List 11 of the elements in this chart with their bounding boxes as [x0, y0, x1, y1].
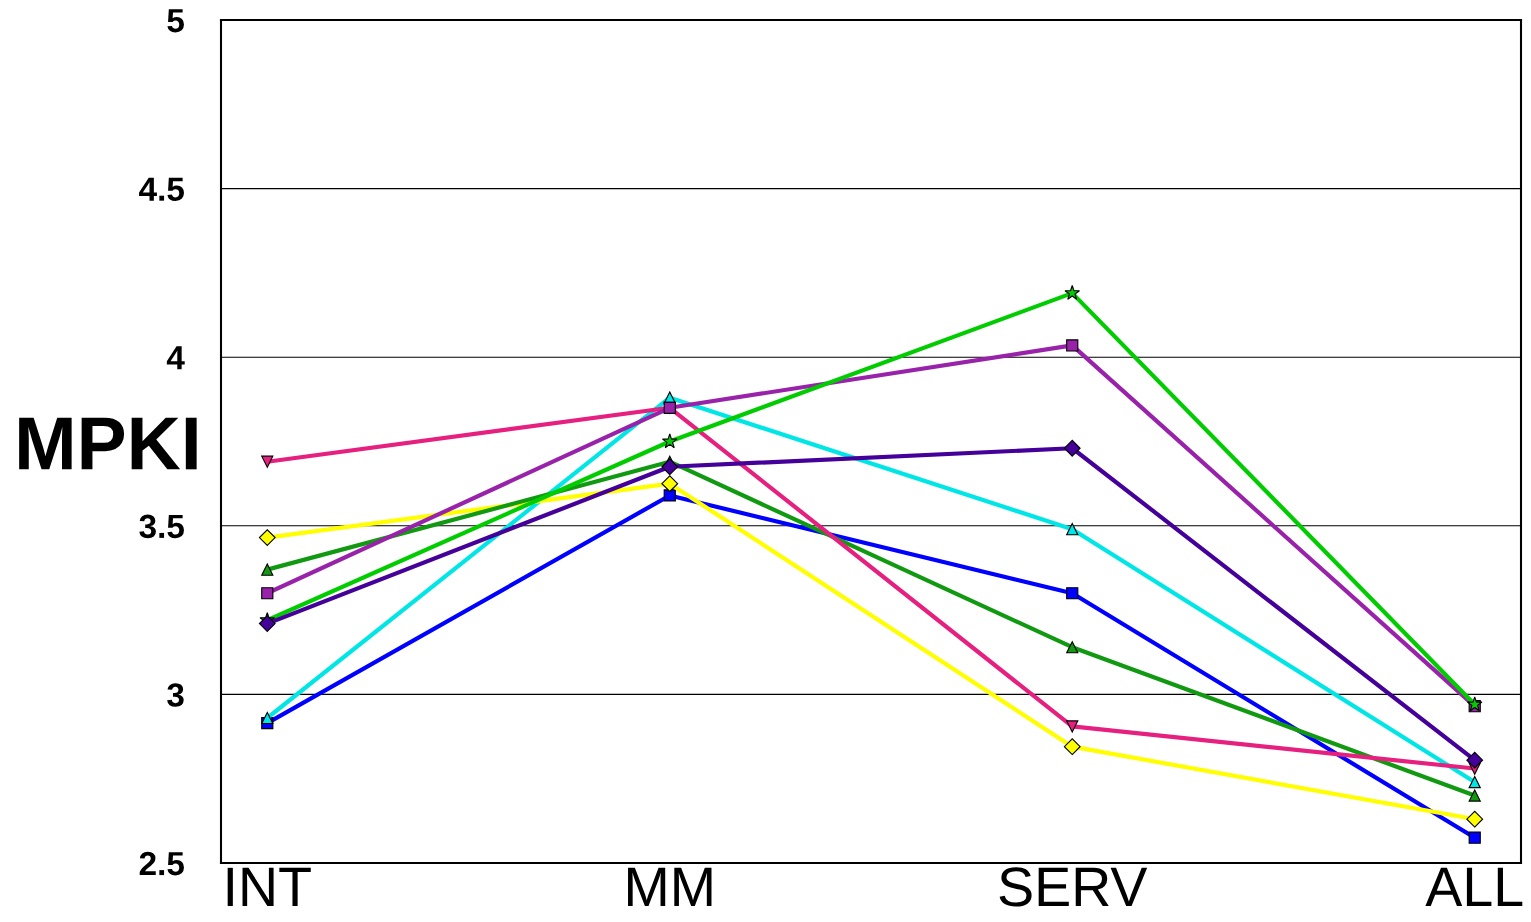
y-axis-title: MPKI: [19, 417, 197, 470]
y-tick-label: 4: [166, 346, 185, 370]
y-tick-label: 5: [167, 9, 184, 33]
x-tick-label: MM: [628, 867, 712, 907]
x-tick-label: SERV: [999, 867, 1148, 907]
x-tick-label: ALL: [1425, 867, 1523, 907]
x-tick-label: INT: [227, 867, 311, 907]
y-tick-label: 3: [167, 683, 184, 707]
y-tick-label: 4.5: [139, 177, 184, 202]
y-tick-label: 3.5: [139, 514, 184, 539]
y-tick-label: 2.5: [139, 851, 184, 876]
